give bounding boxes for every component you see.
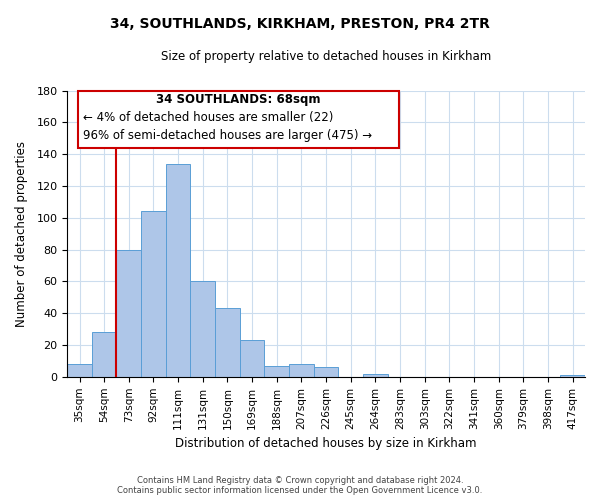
Bar <box>141 212 166 377</box>
Text: ← 4% of detached houses are smaller (22): ← 4% of detached houses are smaller (22) <box>83 111 333 124</box>
Text: 34, SOUTHLANDS, KIRKHAM, PRESTON, PR4 2TR: 34, SOUTHLANDS, KIRKHAM, PRESTON, PR4 2T… <box>110 18 490 32</box>
X-axis label: Distribution of detached houses by size in Kirkham: Distribution of detached houses by size … <box>175 437 477 450</box>
Bar <box>116 250 141 377</box>
Bar <box>240 340 265 377</box>
Bar <box>92 332 116 377</box>
Bar <box>314 368 338 377</box>
Bar <box>265 366 289 377</box>
Bar <box>289 364 314 377</box>
FancyBboxPatch shape <box>77 90 398 148</box>
Text: Contains HM Land Registry data © Crown copyright and database right 2024.
Contai: Contains HM Land Registry data © Crown c… <box>118 476 482 495</box>
Y-axis label: Number of detached properties: Number of detached properties <box>15 140 28 326</box>
Bar <box>215 308 240 377</box>
Title: Size of property relative to detached houses in Kirkham: Size of property relative to detached ho… <box>161 50 491 63</box>
Bar <box>560 375 585 377</box>
Bar <box>190 282 215 377</box>
Text: 96% of semi-detached houses are larger (475) →: 96% of semi-detached houses are larger (… <box>83 129 372 142</box>
Bar <box>166 164 190 377</box>
Text: 34 SOUTHLANDS: 68sqm: 34 SOUTHLANDS: 68sqm <box>156 94 320 106</box>
Bar <box>67 364 92 377</box>
Bar <box>363 374 388 377</box>
